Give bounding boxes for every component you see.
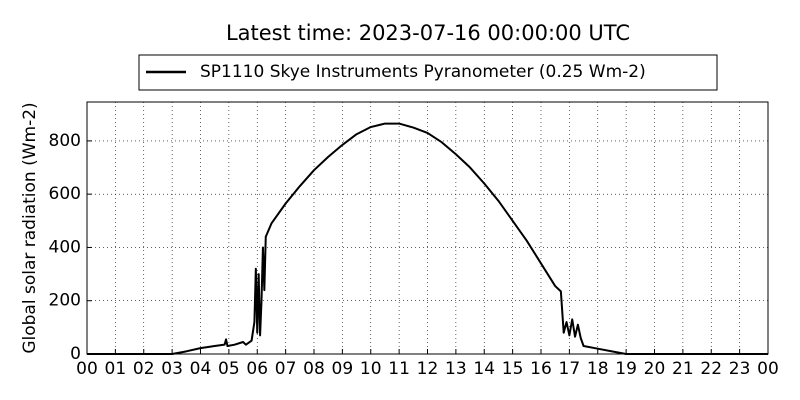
x-tick-label: 16 xyxy=(530,359,552,379)
x-tick-label: 01 xyxy=(105,359,127,379)
x-tick-label: 08 xyxy=(303,359,325,379)
chart-title: Latest time: 2023-07-16 00:00:00 UTC xyxy=(226,21,630,45)
y-tick-label: 600 xyxy=(49,184,81,204)
x-tick-label: 10 xyxy=(360,359,382,379)
y-tick-label: 200 xyxy=(49,291,81,311)
x-tick-label: 00 xyxy=(76,359,98,379)
data-line xyxy=(87,122,768,355)
x-tick-label: 19 xyxy=(615,359,637,379)
x-tick-label: 21 xyxy=(672,359,694,379)
x-tick-label: 11 xyxy=(388,359,410,379)
plot-frame xyxy=(86,101,769,355)
y-axis-label: Global solar radiation (Wm-2) xyxy=(20,102,40,353)
x-tick-label: 12 xyxy=(417,359,439,379)
x-tick-label: 22 xyxy=(700,359,722,379)
x-tick-label: 13 xyxy=(445,359,467,379)
y-tick-label: 400 xyxy=(49,237,81,257)
x-tick-label: 17 xyxy=(559,359,581,379)
x-tick-label: 15 xyxy=(502,359,524,379)
x-tick-label: 07 xyxy=(275,359,297,379)
x-tick-label: 00 xyxy=(757,359,779,379)
y-tick-label: 800 xyxy=(49,131,81,151)
x-tick-label: 05 xyxy=(218,359,240,379)
x-tick-label: 02 xyxy=(133,359,155,379)
x-tick-label: 09 xyxy=(332,359,354,379)
x-tick-label: 04 xyxy=(190,359,212,379)
x-tick-label: 06 xyxy=(246,359,268,379)
x-tick-label: 18 xyxy=(587,359,609,379)
legend-label: SP1110 Skye Instruments Pyranometer (0.2… xyxy=(200,62,646,82)
y-tick-label: 0 xyxy=(70,344,81,364)
legend-box xyxy=(138,54,718,91)
x-tick-label: 20 xyxy=(644,359,666,379)
x-tick-label: 23 xyxy=(729,359,751,379)
x-tick-label: 03 xyxy=(161,359,183,379)
x-tick-label: 14 xyxy=(473,359,495,379)
